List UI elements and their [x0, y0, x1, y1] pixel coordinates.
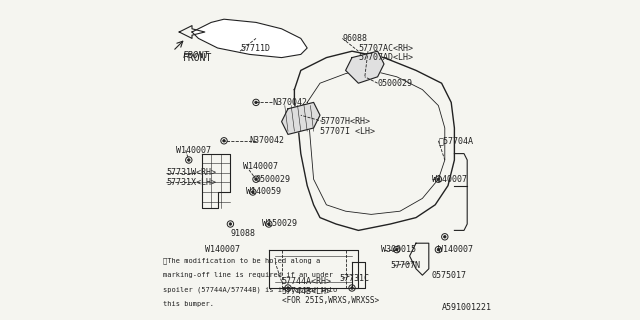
Circle shape: [444, 236, 446, 238]
Text: 57707N: 57707N: [390, 261, 420, 270]
Text: FRONT: FRONT: [182, 51, 209, 60]
Text: FRONT: FRONT: [182, 52, 212, 63]
Text: W300015: W300015: [381, 245, 416, 254]
Text: this bumper.: this bumper.: [163, 300, 214, 307]
Circle shape: [351, 287, 353, 289]
Text: W140007: W140007: [205, 245, 240, 254]
Text: 57731C: 57731C: [339, 274, 369, 283]
Circle shape: [223, 140, 225, 142]
Circle shape: [188, 159, 190, 161]
Polygon shape: [282, 102, 320, 134]
Text: W140007: W140007: [176, 146, 211, 155]
Text: 91088: 91088: [230, 229, 255, 238]
Text: W140007: W140007: [438, 245, 474, 254]
Text: 57731X<LH>: 57731X<LH>: [166, 178, 216, 187]
Text: 57707AC<RH>: 57707AC<RH>: [358, 44, 413, 52]
Text: 0500029: 0500029: [256, 175, 291, 184]
Text: 57707I <LH>: 57707I <LH>: [320, 127, 375, 136]
Polygon shape: [346, 51, 384, 83]
Text: N370042: N370042: [272, 98, 307, 107]
Circle shape: [396, 248, 398, 251]
Text: 57731W<RH>: 57731W<RH>: [166, 168, 216, 177]
Text: 96088: 96088: [342, 34, 367, 43]
Circle shape: [437, 178, 440, 180]
Text: 57744A<RH>: 57744A<RH>: [282, 277, 332, 286]
Text: ※The modification to be holed along a: ※The modification to be holed along a: [163, 257, 321, 264]
Text: N370042: N370042: [250, 136, 285, 145]
Text: 57711D: 57711D: [240, 44, 270, 52]
Text: W140007: W140007: [432, 175, 467, 184]
Circle shape: [364, 76, 366, 78]
Circle shape: [255, 178, 257, 180]
Circle shape: [229, 223, 232, 225]
Text: 0500029: 0500029: [378, 79, 413, 88]
Text: 0575017: 0575017: [432, 271, 467, 280]
Text: ※57704A: ※57704A: [438, 136, 474, 145]
Text: spoiler (57744A/57744B) is installed into: spoiler (57744A/57744B) is installed int…: [163, 286, 337, 293]
Text: 57707H<RH>: 57707H<RH>: [320, 117, 370, 126]
Text: W150029: W150029: [262, 220, 298, 228]
Circle shape: [252, 191, 254, 193]
Text: 57707AD<LH>: 57707AD<LH>: [358, 53, 413, 62]
Polygon shape: [192, 19, 307, 58]
Text: 57744B<LH>: 57744B<LH>: [282, 287, 332, 296]
Circle shape: [255, 101, 257, 104]
Circle shape: [287, 287, 289, 289]
Text: A591001221: A591001221: [442, 303, 492, 312]
Text: <FOR 25IS,WRXS,WRXSS>: <FOR 25IS,WRXS,WRXSS>: [282, 296, 379, 305]
Text: W140059: W140059: [246, 188, 282, 196]
Circle shape: [268, 223, 270, 225]
Circle shape: [437, 248, 440, 251]
Text: marking-off line is required if an under: marking-off line is required if an under: [163, 272, 333, 278]
Text: W140007: W140007: [243, 162, 278, 171]
